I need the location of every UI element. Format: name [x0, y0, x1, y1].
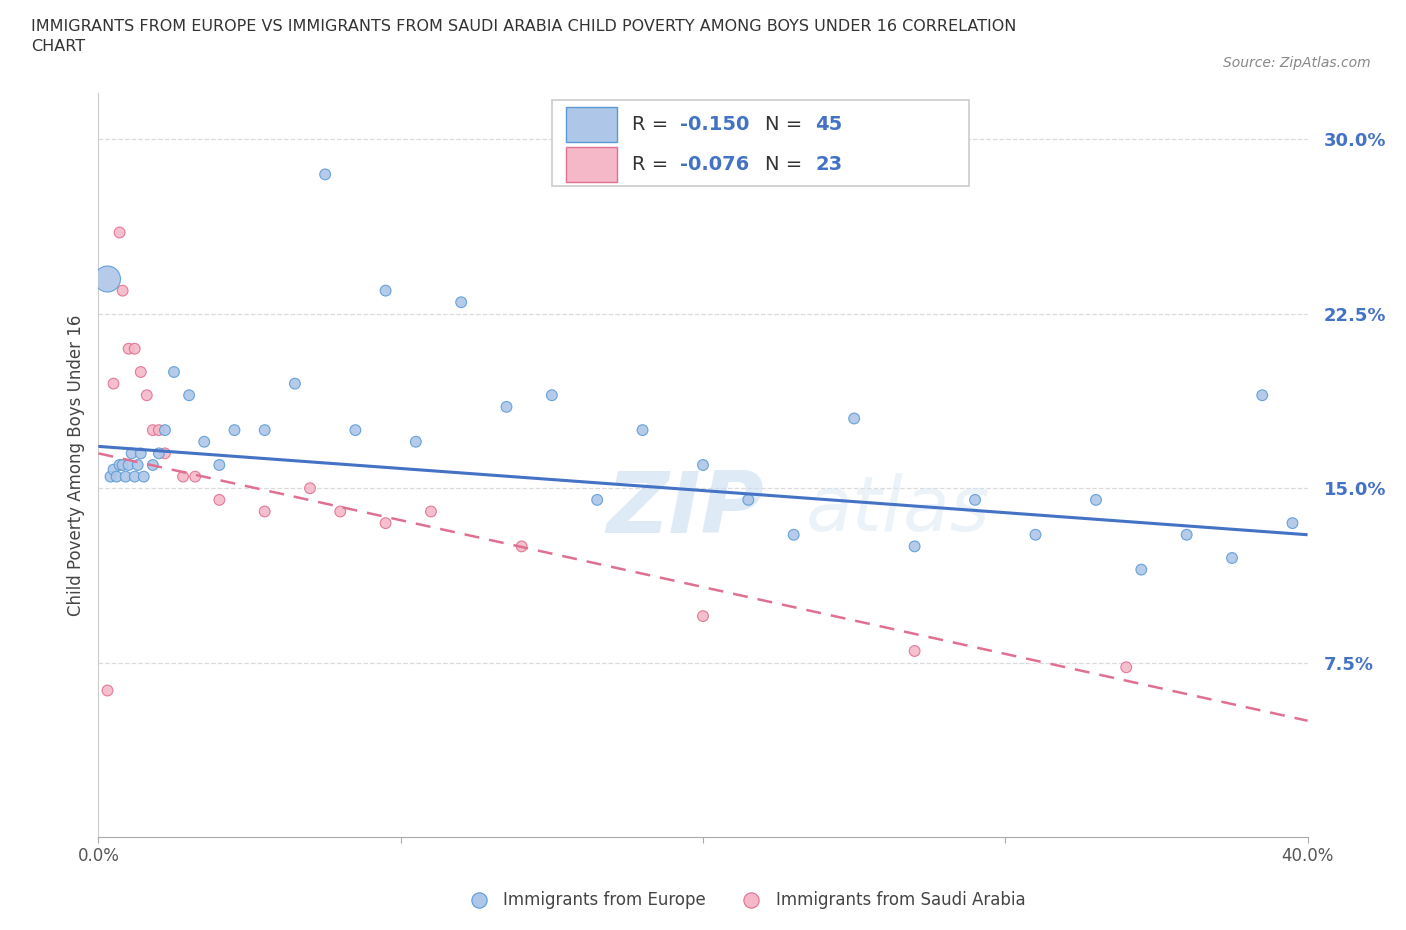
Point: [118, 458, 141, 472]
Point: [253, 422, 276, 438]
Point: [96, 272, 118, 286]
Point: [132, 469, 155, 484]
Point: [100, 469, 122, 484]
Point: [224, 422, 246, 438]
Text: R =: R =: [631, 155, 673, 174]
Text: ZIP: ZIP: [606, 468, 763, 551]
Point: [1251, 388, 1274, 403]
Point: [105, 469, 128, 484]
Point: [179, 388, 201, 403]
Point: [510, 539, 533, 554]
Text: N =: N =: [765, 155, 808, 174]
Text: -0.150: -0.150: [681, 115, 749, 134]
Point: [904, 644, 927, 658]
Point: [253, 504, 276, 519]
Text: Source: ZipAtlas.com: Source: ZipAtlas.com: [1223, 56, 1371, 70]
FancyBboxPatch shape: [567, 147, 617, 182]
Text: atlas: atlas: [806, 472, 990, 547]
Point: [193, 434, 215, 449]
Point: [163, 365, 186, 379]
Point: [121, 445, 143, 460]
Point: [450, 295, 472, 310]
Point: [314, 167, 336, 182]
Text: 23: 23: [815, 155, 842, 174]
Point: [692, 609, 714, 624]
Point: [153, 422, 176, 438]
Point: [118, 341, 141, 356]
Point: [405, 434, 427, 449]
Point: [111, 458, 134, 472]
Point: [495, 400, 517, 415]
Point: [1024, 527, 1046, 542]
Text: -0.076: -0.076: [681, 155, 749, 174]
Point: [420, 504, 443, 519]
Point: [184, 469, 207, 484]
Point: [208, 493, 231, 508]
Point: [208, 458, 231, 472]
Point: [904, 539, 927, 554]
Point: [540, 388, 562, 403]
Point: [329, 504, 352, 519]
Point: [129, 445, 152, 460]
Point: [1175, 527, 1198, 542]
Text: R =: R =: [631, 115, 673, 134]
Point: [284, 376, 307, 391]
Point: [103, 462, 125, 477]
Point: [374, 283, 396, 298]
Text: N =: N =: [765, 115, 808, 134]
Text: Immigrants from Europe: Immigrants from Europe: [503, 891, 706, 910]
Point: [1115, 660, 1137, 675]
Point: [129, 365, 152, 379]
Point: [142, 458, 165, 472]
Point: [1220, 551, 1243, 565]
Text: Immigrants from Saudi Arabia: Immigrants from Saudi Arabia: [776, 891, 1025, 910]
Point: [124, 341, 146, 356]
Point: [114, 469, 136, 484]
Point: [127, 458, 149, 472]
Point: [737, 493, 759, 508]
Point: [148, 422, 170, 438]
Point: [1085, 493, 1108, 508]
Text: IMMIGRANTS FROM EUROPE VS IMMIGRANTS FROM SAUDI ARABIA CHILD POVERTY AMONG BOYS : IMMIGRANTS FROM EUROPE VS IMMIGRANTS FRO…: [31, 19, 1017, 33]
Point: [631, 422, 654, 438]
Text: CHART: CHART: [31, 39, 84, 54]
Point: [153, 445, 176, 460]
Y-axis label: Child Poverty Among Boys Under 16: Child Poverty Among Boys Under 16: [66, 314, 84, 616]
Point: [586, 493, 609, 508]
Point: [374, 515, 396, 530]
Point: [108, 225, 131, 240]
Point: [299, 481, 322, 496]
Point: [96, 683, 118, 698]
Point: [124, 469, 146, 484]
Point: [1281, 515, 1303, 530]
Point: [965, 493, 987, 508]
Text: 45: 45: [815, 115, 842, 134]
Point: [142, 422, 165, 438]
Point: [135, 388, 157, 403]
Point: [108, 458, 131, 472]
Point: [344, 422, 367, 438]
Point: [148, 445, 170, 460]
Point: [1130, 562, 1153, 577]
Point: [103, 376, 125, 391]
Point: [692, 458, 714, 472]
FancyBboxPatch shape: [567, 107, 617, 142]
Point: [783, 527, 806, 542]
Point: [111, 283, 134, 298]
Point: [844, 411, 866, 426]
Point: [172, 469, 194, 484]
FancyBboxPatch shape: [551, 100, 969, 186]
